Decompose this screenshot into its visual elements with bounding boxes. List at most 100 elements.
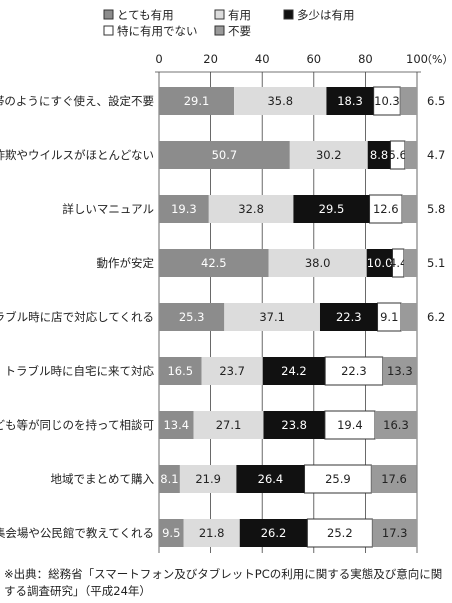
x-tick-label: 100 — [406, 52, 428, 66]
data-label: 25.9 — [325, 472, 351, 486]
data-label: 24.2 — [281, 364, 307, 378]
bar-segment — [400, 87, 417, 115]
bar-segment — [262, 357, 326, 385]
category-label: 動作が安定 — [97, 256, 155, 270]
bar-segment — [234, 87, 327, 115]
bar-segment — [263, 411, 325, 439]
source-note: ※出典：総務省「スマートフォン及びタブレットPCの利用に関する実態及び意向に関す… — [4, 567, 443, 598]
bar-segment — [159, 195, 209, 223]
bar-segment — [179, 465, 237, 493]
data-label: 30.2 — [316, 148, 342, 162]
bar-segment — [403, 249, 417, 277]
legend-label: とても有用 — [117, 8, 174, 22]
bar-segment — [373, 86, 401, 116]
bar-segment — [324, 356, 384, 386]
x-tick-label: 40 — [255, 52, 270, 66]
data-label: 50.7 — [212, 148, 238, 162]
data-label: 12.6 — [373, 202, 399, 216]
bar-segment — [268, 249, 367, 277]
data-label: 26.4 — [258, 472, 284, 486]
data-label: 8.8 — [370, 148, 388, 162]
bar-segment — [236, 465, 305, 493]
bar-segment — [159, 465, 180, 493]
bar-segment — [159, 141, 290, 169]
data-label: 21.8 — [199, 526, 225, 540]
data-label: 10.0 — [367, 256, 393, 270]
data-label: 16.5 — [167, 364, 193, 378]
data-label: 22.3 — [341, 364, 367, 378]
legend-swatch — [283, 9, 294, 20]
legend-swatch — [214, 25, 225, 36]
bar-segment — [289, 141, 368, 169]
data-label: 37.1 — [259, 310, 285, 324]
data-label: 10.3 — [374, 94, 400, 108]
category-label: 地域でまとめて購入 — [51, 472, 155, 486]
bar-segment — [183, 519, 240, 547]
bar-segment — [401, 303, 417, 331]
category-label: トラブル時に自宅に来て対応 — [5, 364, 155, 378]
legend-label: 特に有用でない — [117, 24, 198, 38]
bar-segment — [224, 303, 320, 331]
data-label: 35.8 — [267, 94, 293, 108]
bar-segment — [319, 303, 378, 331]
data-label: 17.3 — [382, 526, 408, 540]
bar-segment — [159, 357, 202, 385]
legend-swatch — [103, 9, 114, 20]
data-label: 8.1 — [160, 472, 178, 486]
bar-segment — [159, 519, 184, 547]
data-label: 22.3 — [336, 310, 362, 324]
bar-segment — [324, 410, 376, 440]
bar-segment — [304, 464, 372, 494]
data-label: 5.6 — [389, 148, 407, 162]
data-label: 23.7 — [219, 364, 245, 378]
legend-swatch — [214, 9, 225, 20]
data-label: 25.2 — [327, 526, 353, 540]
data-label: 42.5 — [201, 256, 227, 270]
data-label: 13.3 — [387, 364, 413, 378]
data-label: 16.3 — [383, 418, 409, 432]
data-label: 5.8 — [427, 202, 445, 216]
bar-segment — [201, 357, 263, 385]
data-label: 29.5 — [319, 202, 345, 216]
data-label: 19.4 — [337, 418, 363, 432]
data-label: 21.9 — [195, 472, 221, 486]
data-label: 18.3 — [337, 94, 363, 108]
category-label: トラブル時に店で対応してくれる — [0, 310, 154, 324]
category-label: 詳しいマニュアル — [62, 202, 154, 216]
legend-swatch — [103, 25, 114, 36]
category-label: 子ども等が同じのを持って相談可 — [0, 418, 154, 432]
data-label: 9.1 — [380, 310, 398, 324]
data-label: 26.2 — [261, 526, 287, 540]
bar-segment — [208, 195, 294, 223]
x-tick-label: 20 — [203, 52, 218, 66]
data-label: 19.3 — [171, 202, 197, 216]
bar-segment — [372, 519, 417, 547]
bar-segment — [293, 195, 370, 223]
category-label: 集会場や公民館で教えてくれる — [0, 526, 154, 540]
legend-label: 多少は有用 — [297, 8, 355, 22]
data-label: 6.2 — [427, 310, 445, 324]
bar-segment — [159, 249, 269, 277]
bar-segment — [371, 465, 417, 493]
data-label: 6.5 — [427, 94, 445, 108]
data-label: 4.7 — [427, 148, 445, 162]
bar-segment — [326, 87, 374, 115]
bar-segment — [391, 248, 405, 278]
bar-segment — [159, 303, 225, 331]
data-label: 29.1 — [184, 94, 210, 108]
bar-segment — [239, 519, 308, 547]
bar-segment — [382, 357, 417, 385]
data-label: 38.0 — [305, 256, 331, 270]
data-label: 25.3 — [179, 310, 205, 324]
data-label: 27.1 — [216, 418, 242, 432]
bar-segment — [367, 141, 391, 169]
legend-label: 有用 — [228, 8, 251, 22]
data-label: 32.8 — [238, 202, 264, 216]
category-label: 携帯のようにすぐ使え、設定不要 — [0, 94, 154, 108]
x-tick-label: 0 — [155, 52, 162, 66]
legend-label: 不要 — [228, 24, 251, 38]
data-label: 13.4 — [163, 418, 189, 432]
data-label: 4.4 — [389, 256, 407, 270]
data-label: 17.6 — [381, 472, 407, 486]
